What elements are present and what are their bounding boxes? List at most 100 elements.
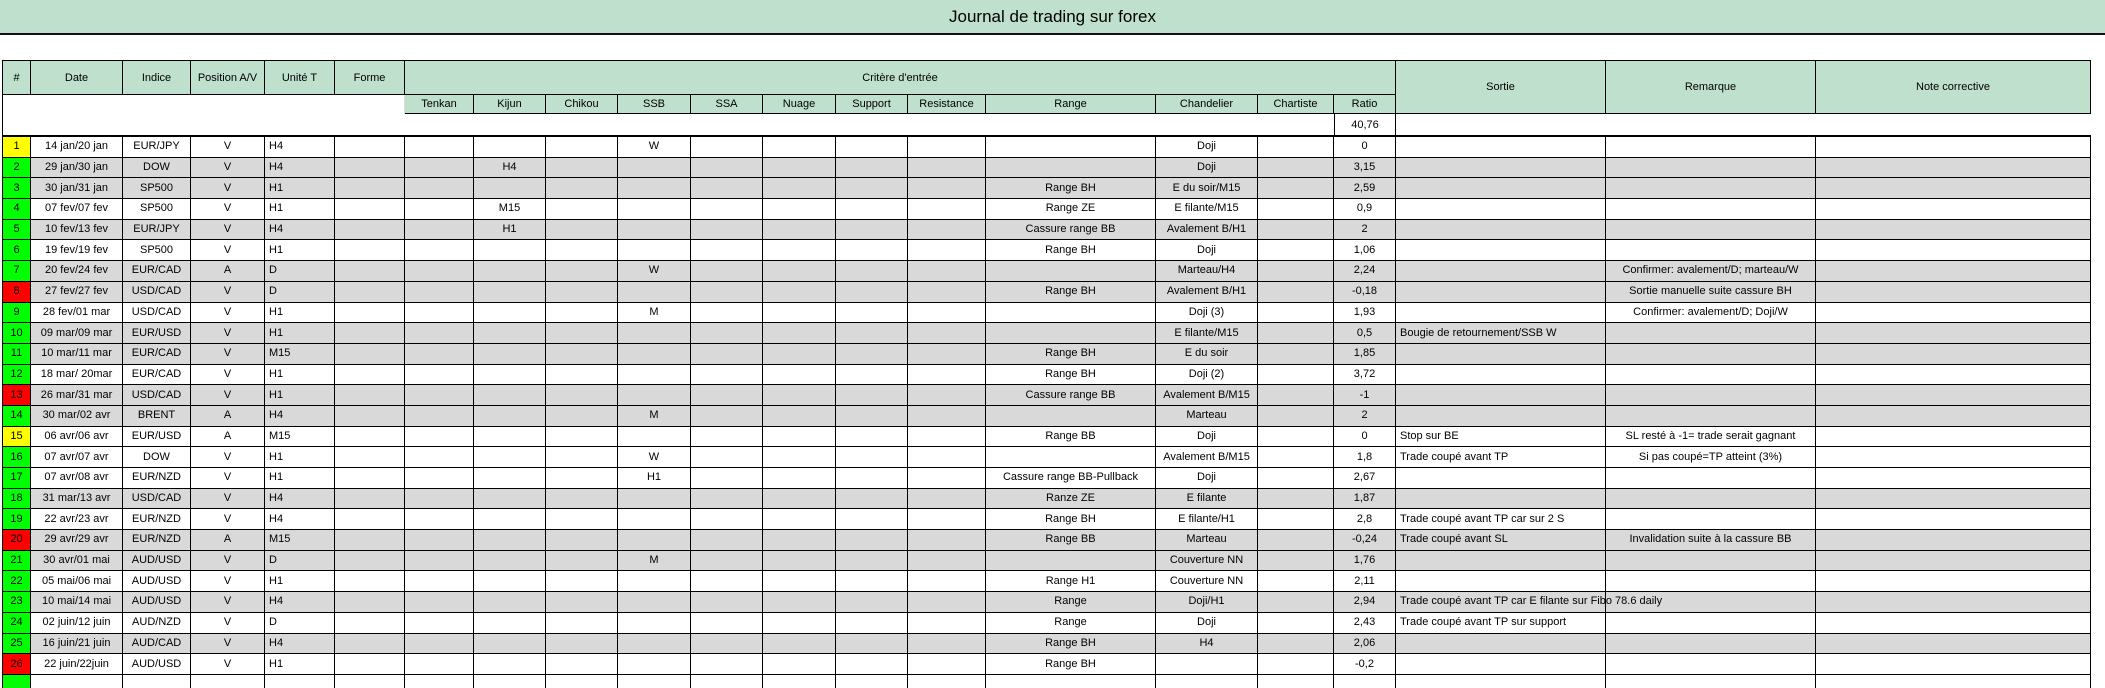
- header-chikou[interactable]: Chikou: [546, 95, 618, 114]
- cell-ratio[interactable]: 1,06: [1334, 240, 1396, 262]
- cell-chandelier[interactable]: Avalement B/H1: [1156, 281, 1258, 303]
- cell-ssb[interactable]: [618, 530, 691, 551]
- cell-ssa[interactable]: [691, 137, 763, 158]
- cell-ssa[interactable]: [691, 592, 763, 613]
- cell-kijun[interactable]: [474, 530, 546, 551]
- cell-range[interactable]: Range ZE: [986, 199, 1156, 220]
- cell-sortie[interactable]: [1396, 157, 1606, 179]
- cell-support[interactable]: [836, 571, 908, 593]
- cell-nuage[interactable]: [763, 219, 836, 241]
- cell-ssa[interactable]: [691, 674, 763, 688]
- cell-indice[interactable]: USD/CAD: [123, 488, 191, 510]
- cell-row-number[interactable]: 16: [3, 447, 31, 468]
- cell-indice[interactable]: EUR/CAD: [123, 364, 191, 386]
- header-tenkan[interactable]: Tenkan: [405, 95, 474, 114]
- cell-ratio[interactable]: 1,8: [1334, 447, 1396, 468]
- cell-sortie[interactable]: [1396, 261, 1606, 282]
- cell-chandelier[interactable]: Doji: [1156, 426, 1258, 448]
- cell-chikou[interactable]: [546, 385, 618, 406]
- cell-position[interactable]: V: [191, 612, 265, 634]
- cell-forme[interactable]: [335, 323, 405, 344]
- cell-ssa[interactable]: [691, 302, 763, 324]
- cell-row-number[interactable]: 9: [3, 302, 31, 324]
- header-position[interactable]: Position A/V: [191, 61, 265, 95]
- cell-resistance[interactable]: [908, 447, 986, 468]
- cell-ratio[interactable]: 2,43: [1334, 612, 1396, 634]
- cell-range[interactable]: Range: [986, 592, 1156, 613]
- cell-kijun[interactable]: [474, 178, 546, 200]
- cell-ssb[interactable]: W: [618, 261, 691, 282]
- cell-unite-t[interactable]: H4: [265, 137, 335, 158]
- cell-ssb[interactable]: [618, 281, 691, 303]
- cell-remarque[interactable]: [1606, 509, 1816, 531]
- cell-chikou[interactable]: [546, 157, 618, 179]
- cell-ratio[interactable]: 3,15: [1334, 157, 1396, 179]
- header-sortie[interactable]: Sortie: [1396, 61, 1606, 114]
- cell-ratio[interactable]: [1334, 674, 1396, 688]
- cell-tenkan[interactable]: [405, 674, 474, 688]
- cell-forme[interactable]: [335, 426, 405, 448]
- cell-range[interactable]: Range BB: [986, 530, 1156, 551]
- cell-sortie[interactable]: Stop sur BE: [1396, 426, 1606, 448]
- cell-position[interactable]: [191, 674, 265, 688]
- cell-chikou[interactable]: [546, 405, 618, 427]
- cell-support[interactable]: [836, 178, 908, 200]
- cell-date[interactable]: 10 mar/11 mar: [31, 343, 123, 365]
- cell-tenkan[interactable]: [405, 219, 474, 241]
- cell-resistance[interactable]: [908, 674, 986, 688]
- cell-range[interactable]: [986, 323, 1156, 344]
- cell-position[interactable]: A: [191, 261, 265, 282]
- cell-ssa[interactable]: [691, 178, 763, 200]
- cell-forme[interactable]: [335, 302, 405, 324]
- cell-indice[interactable]: AUD/USD: [123, 571, 191, 593]
- cell-row-number[interactable]: 26: [3, 654, 31, 675]
- cell-forme[interactable]: [335, 654, 405, 675]
- cell-row-number[interactable]: 7: [3, 261, 31, 282]
- cell-resistance[interactable]: [908, 281, 986, 303]
- cell-note-corrective[interactable]: [1816, 405, 2091, 427]
- cell-sortie[interactable]: [1396, 468, 1606, 489]
- cell-position[interactable]: V: [191, 178, 265, 200]
- cell-chikou[interactable]: [546, 426, 618, 448]
- cell-kijun[interactable]: H4: [474, 157, 546, 179]
- cell-ssb[interactable]: [618, 674, 691, 688]
- cell-position[interactable]: V: [191, 571, 265, 593]
- cell-ratio[interactable]: 2,24: [1334, 261, 1396, 282]
- cell-unite-t[interactable]: H1: [265, 364, 335, 386]
- cell-row-number[interactable]: 20: [3, 530, 31, 551]
- cell-indice[interactable]: EUR/CAD: [123, 343, 191, 365]
- cell-position[interactable]: V: [191, 281, 265, 303]
- cell-date[interactable]: 19 fev/19 fev: [31, 240, 123, 262]
- cell-ssa[interactable]: [691, 654, 763, 675]
- cell-note-corrective[interactable]: [1816, 592, 2091, 613]
- cell-ssb[interactable]: W: [618, 137, 691, 158]
- cell-support[interactable]: [836, 488, 908, 510]
- cell-resistance[interactable]: [908, 240, 986, 262]
- cell-ratio[interactable]: 2,59: [1334, 178, 1396, 200]
- cell-tenkan[interactable]: [405, 281, 474, 303]
- cell-position[interactable]: V: [191, 633, 265, 655]
- cell-chikou[interactable]: [546, 343, 618, 365]
- cell-chandelier[interactable]: Doji/H1: [1156, 592, 1258, 613]
- cell-chandelier[interactable]: Doji (3): [1156, 302, 1258, 324]
- cell-position[interactable]: A: [191, 426, 265, 448]
- cell-resistance[interactable]: [908, 633, 986, 655]
- cell-nuage[interactable]: [763, 157, 836, 179]
- cell-tenkan[interactable]: [405, 199, 474, 220]
- header-kijun[interactable]: Kijun: [474, 95, 546, 114]
- cell-ssb[interactable]: H1: [618, 468, 691, 489]
- cell-chartiste[interactable]: [1258, 240, 1334, 262]
- cell-sortie[interactable]: [1396, 281, 1606, 303]
- header-chartiste[interactable]: Chartiste: [1258, 95, 1334, 114]
- cell-remarque[interactable]: [1606, 571, 1816, 593]
- cell-ssb[interactable]: M: [618, 550, 691, 572]
- cell-date[interactable]: 18 mar/ 20mar: [31, 364, 123, 386]
- cell-nuage[interactable]: [763, 550, 836, 572]
- cell-chandelier[interactable]: Avalement B/H1: [1156, 219, 1258, 241]
- header-remarque[interactable]: Remarque: [1606, 61, 1816, 114]
- cell-range[interactable]: [986, 674, 1156, 688]
- cell-remarque[interactable]: Confirmer: avalement/D; Doji/W: [1606, 302, 1816, 324]
- cell-chandelier[interactable]: Doji (2): [1156, 364, 1258, 386]
- cell-ssa[interactable]: [691, 468, 763, 489]
- cell-chartiste[interactable]: [1258, 323, 1334, 344]
